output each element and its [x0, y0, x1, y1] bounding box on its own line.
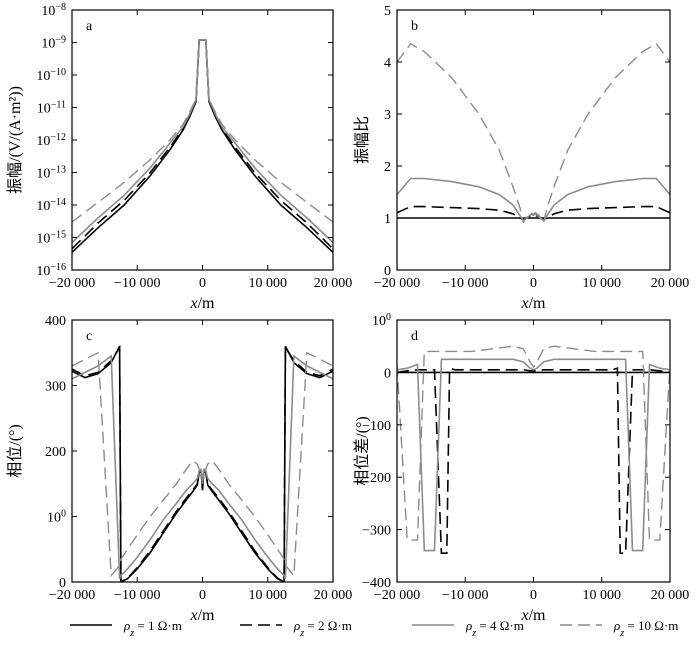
x-tick-label: 10 000: [583, 588, 622, 603]
series-line-a-1: [72, 39, 333, 253]
series-line-c-4: [72, 351, 333, 578]
y-tick-label: −400: [362, 576, 391, 591]
y-tick-label: 400: [45, 314, 66, 329]
y-tick-label: 0: [384, 366, 391, 381]
x-tick-label: −20 000: [374, 276, 420, 291]
series-line-d-3: [397, 358, 670, 552]
y-tick-label: 10−15: [36, 229, 66, 247]
plot-frame: [396, 9, 671, 271]
x-tick-label: −10 000: [442, 588, 488, 603]
panel-d: −20 000 −10 000 0 10 000 20 000 −400 −300 −200 −…: [353, 312, 689, 625]
x-tick-label: 10 000: [583, 276, 622, 291]
y-tick-label: 100: [372, 312, 391, 330]
x-tick-label: 20 000: [651, 276, 690, 291]
x-tick-label: −20 000: [49, 276, 95, 291]
y-tick-label: 5: [384, 4, 391, 19]
legend-label: ρz = 4 Ω·m: [465, 618, 524, 639]
y-tick-label: 100: [47, 508, 66, 526]
series-group: [397, 42, 670, 224]
y-tick-label: 3: [384, 108, 391, 123]
series-line-a-4: [72, 39, 333, 223]
panel-b: −20 000 −10 000 0 10 000 20 000 0 1 2 3 4 5 b x/m 振幅比: [353, 4, 689, 312]
legend-label: ρz = 2 Ω·m: [293, 618, 352, 639]
series-line-c-2: [72, 344, 333, 582]
y-tick-label: 10−11: [37, 99, 66, 117]
y-tick-label: 10−12: [36, 132, 66, 150]
y-tick-label: 10−8: [41, 2, 66, 20]
y-tick-label: 0: [384, 264, 391, 279]
x-tick-label: −20 000: [374, 588, 420, 603]
panel-a: −20 000 −10 000 0 10 000 20 000 10−16 10−15 10−…: [6, 2, 352, 313]
series-line-d-4: [397, 345, 670, 541]
y-axis-label: 相位差/(°): [353, 416, 371, 486]
legend-item: ρz = 4 Ω·m: [412, 618, 524, 639]
series-group: [72, 344, 333, 582]
x-tick-label: 20 000: [314, 276, 353, 291]
y-tick-label: 2: [384, 160, 391, 175]
legend-item: ρz = 1 Ω·m: [70, 618, 182, 639]
y-tick-label: 10−9: [41, 34, 66, 52]
x-tick-label: 10 000: [249, 588, 288, 603]
legend-item: ρz = 10 Ω·m: [560, 618, 678, 639]
x-axis-label: x/m: [521, 607, 547, 624]
x-axis-label: x/m: [190, 295, 216, 312]
panel-letter: a: [86, 19, 93, 34]
y-tick-label: 300: [45, 380, 66, 395]
y-tick-label: 10−13: [36, 164, 66, 182]
x-tick-label: 10 000: [249, 276, 288, 291]
y-tick-label: 200: [45, 445, 66, 460]
y-tick-label: 4: [384, 56, 391, 71]
series-line-d-2: [397, 367, 670, 554]
x-tick-label: 0: [199, 276, 206, 291]
series-line-c-3: [72, 354, 333, 580]
plots-layer: −20 000 −10 000 0 10 000 20 00010−1610−1510−…: [6, 2, 689, 625]
series-group: [397, 345, 670, 554]
series-line-c-1: [72, 345, 333, 582]
y-tick-label: 0: [59, 576, 66, 591]
legend-label: ρz = 10 Ω·m: [613, 618, 678, 639]
y-tick-label: −200: [362, 471, 391, 486]
y-tick-label: −100: [362, 419, 391, 434]
x-tick-label: 20 000: [651, 588, 690, 603]
x-tick-label: −10 000: [114, 276, 160, 291]
series-line-b-3: [397, 177, 670, 222]
x-tick-label: −10 000: [114, 588, 160, 603]
series-line-a-2: [72, 39, 333, 250]
series-line-b-4: [397, 42, 670, 224]
legend-label: ρz = 1 Ω·m: [123, 618, 182, 639]
panel-letter: d: [411, 329, 418, 344]
y-axis-label: 振幅/(V/(A·m²)): [6, 86, 24, 194]
series-line-a-3: [72, 39, 333, 244]
panel-c: −20 000 −10 000 0 10 000 20 000 0 100 200 300 400…: [6, 314, 352, 624]
x-axis-label: x/m: [521, 295, 547, 312]
x-tick-label: −10 000: [442, 276, 488, 291]
x-tick-label: 0: [530, 588, 537, 603]
legend-item: ρz = 2 Ω·m: [240, 618, 352, 639]
panel-letter: c: [86, 329, 92, 344]
x-tick-label: 20 000: [314, 588, 353, 603]
x-tick-label: −20 000: [49, 588, 95, 603]
y-tick-label: 10−10: [36, 67, 66, 85]
y-tick-label: 1: [384, 212, 391, 227]
plot-frame: [71, 9, 334, 271]
x-axis-label: x/m: [190, 607, 216, 624]
series-line-b-2: [397, 205, 670, 221]
panel-letter: b: [411, 19, 418, 34]
y-tick-label: 10−14: [36, 197, 66, 215]
y-tick-label: 10−16: [36, 262, 66, 280]
y-axis-label: 振幅比: [353, 116, 371, 164]
x-tick-label: 0: [199, 588, 206, 603]
y-tick-label: −300: [362, 524, 391, 539]
x-tick-label: 0: [530, 276, 537, 291]
series-group: [72, 39, 333, 253]
y-axis-label: 相位/(°): [6, 424, 24, 478]
legend: ρz = 1 Ω·m ρz = 2 Ω·m ρz = 4 Ω·m ρz = 10 Ω·…: [70, 618, 678, 639]
